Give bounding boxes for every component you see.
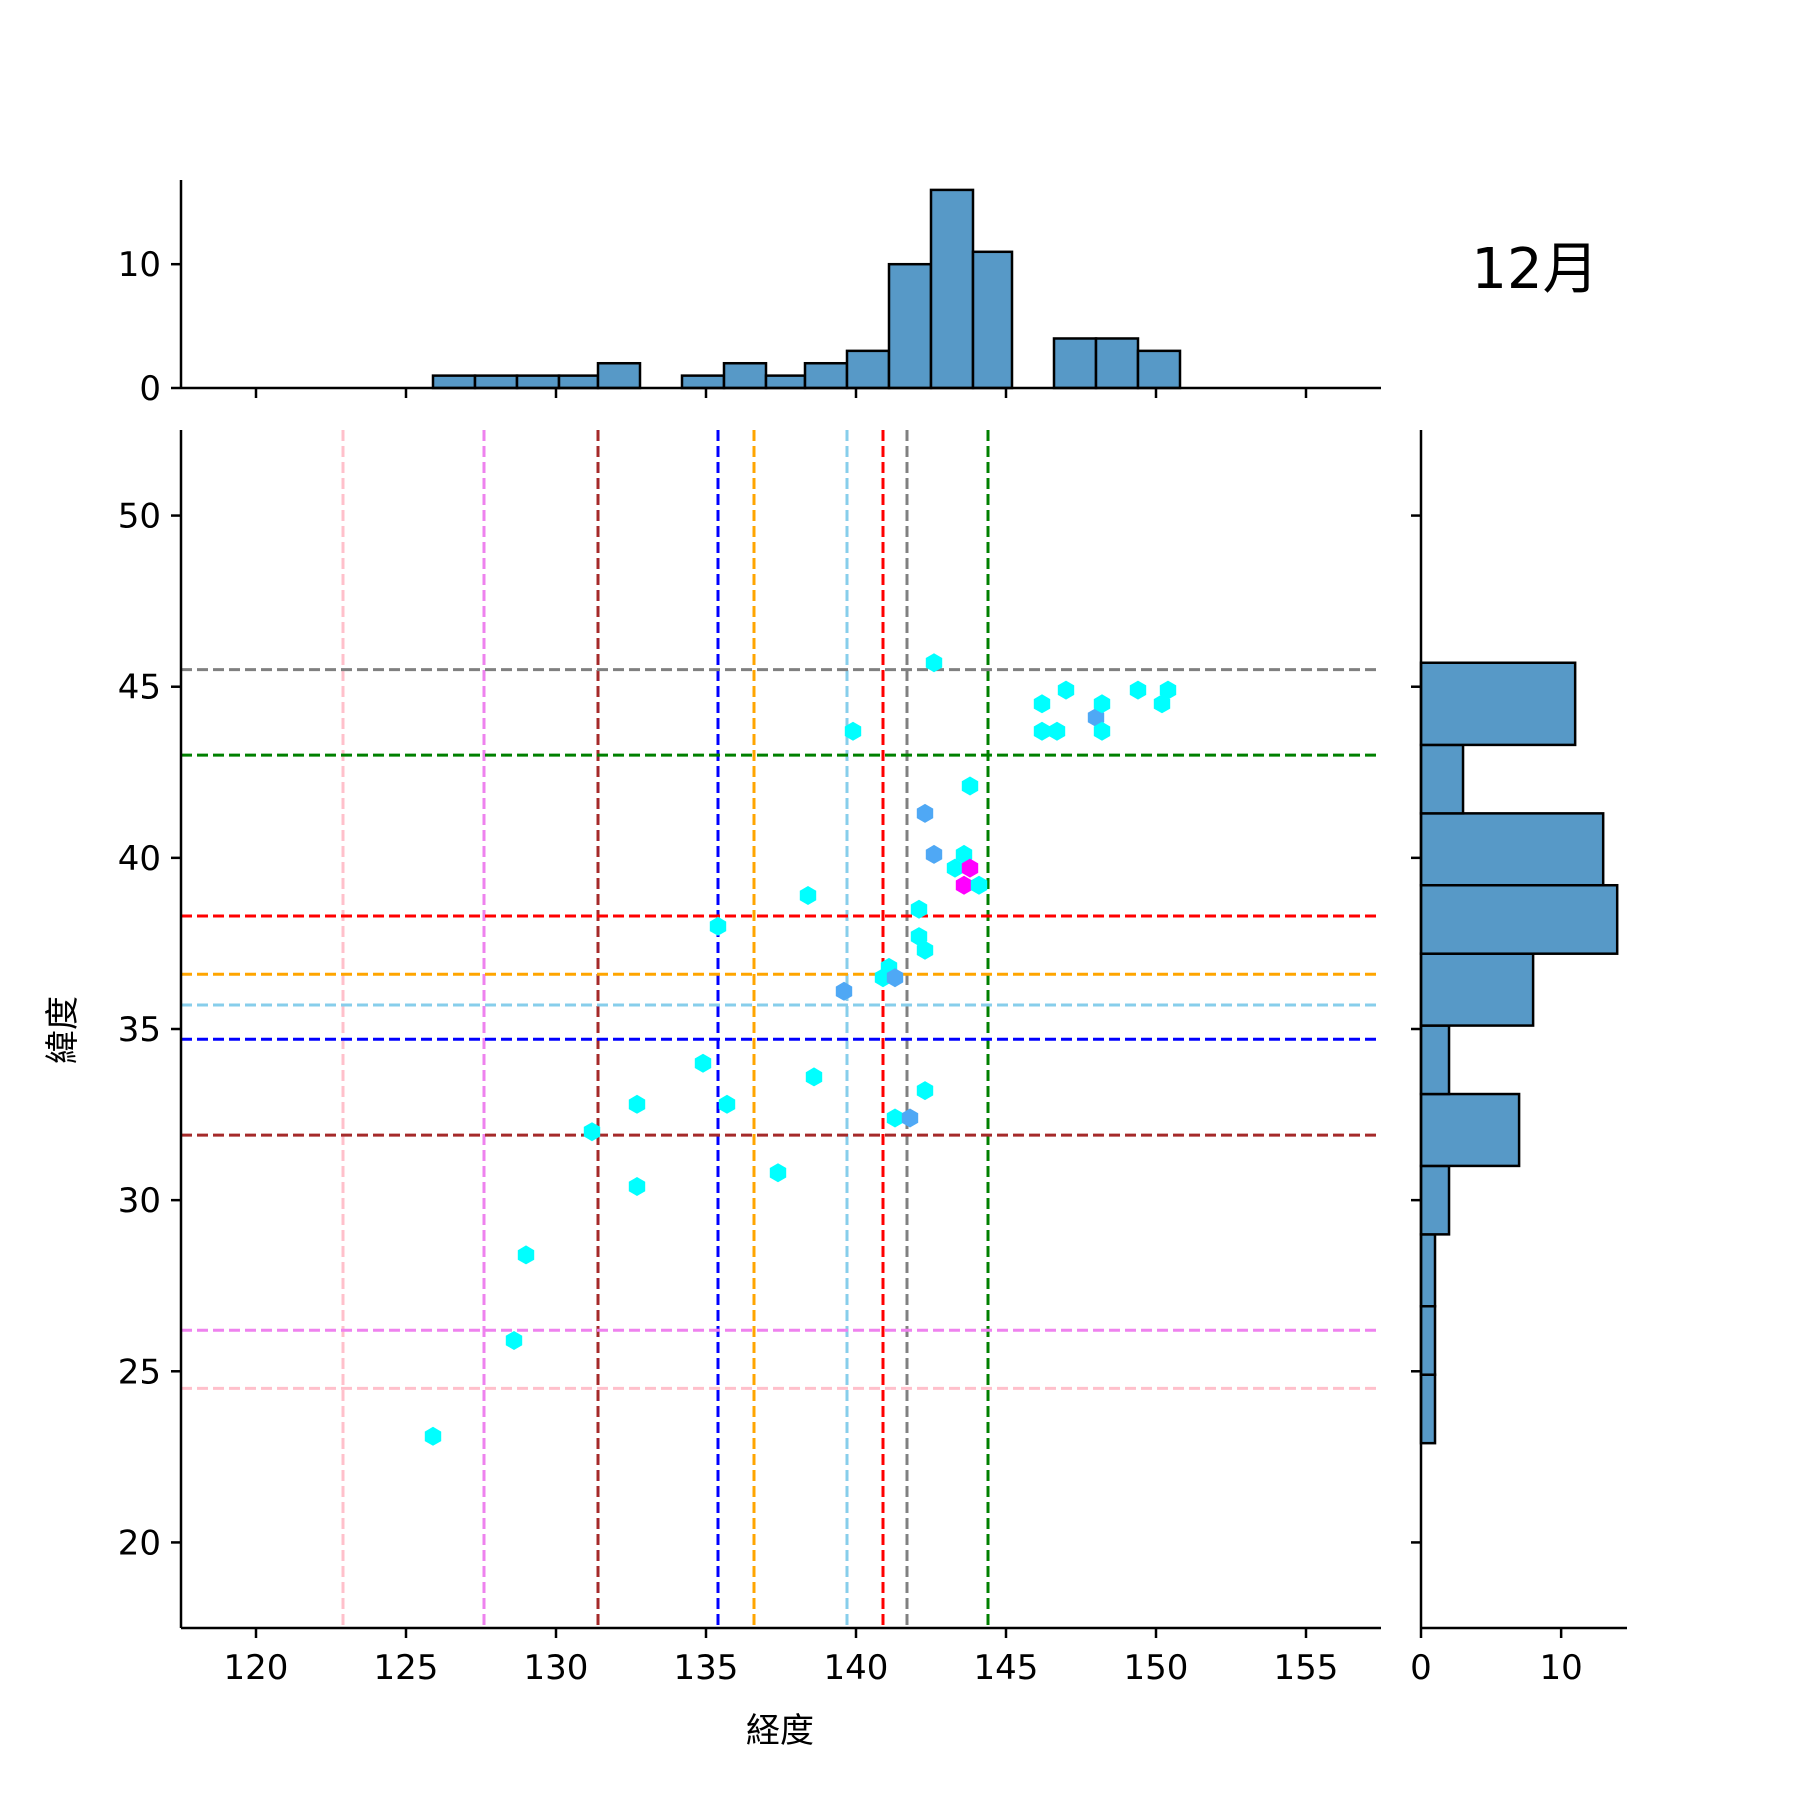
y-tick-label: 30 (118, 1181, 161, 1221)
hexbin-point (1093, 721, 1111, 741)
x-tick-label: 140 (824, 1648, 889, 1688)
hexbin-point (718, 1094, 736, 1114)
right-hist-bar (1419, 661, 1577, 747)
top-hist-bar (764, 374, 807, 390)
top-hist-bar (845, 349, 891, 390)
hexbin-point (916, 940, 934, 960)
hexbin-point (1057, 680, 1075, 700)
x-tick-label: 120 (224, 1648, 289, 1688)
hexbin-point (1048, 721, 1066, 741)
x-tick-label: 135 (674, 1648, 739, 1688)
x-tick-label: 150 (1124, 1648, 1189, 1688)
hexbin-point (1087, 708, 1105, 727)
right-hist-bar (1419, 883, 1619, 955)
y-tick-label: 25 (118, 1352, 161, 1392)
hexbin-point (925, 653, 943, 673)
right-hist-bar (1419, 1305, 1437, 1376)
hexbin-point (424, 1426, 442, 1446)
hexbin-point (1033, 721, 1051, 741)
hexbin-point (955, 875, 973, 895)
top-hist-bar (596, 361, 642, 390)
hexbin-point (910, 899, 928, 919)
hexbin-point (910, 927, 928, 947)
hexbin-point (1093, 694, 1111, 714)
hexbin-point (517, 1245, 535, 1265)
top-hist-y-tick-label: 0 (139, 369, 161, 409)
y-tick-label: 35 (118, 1010, 161, 1050)
hexbin-point (970, 875, 988, 895)
top-hist-bar (431, 374, 477, 390)
hexbin-point (835, 981, 853, 1001)
right-histogram: 0 10 (1410, 430, 1627, 1688)
x-tick-label: 145 (974, 1648, 1039, 1688)
hexbin-point (628, 1094, 646, 1114)
y-tick-label: 45 (118, 668, 161, 708)
top-hist-bar (722, 361, 768, 390)
top-hist-bar (1136, 349, 1182, 390)
top-hist-bar (557, 374, 600, 390)
hexbin-point (961, 858, 979, 878)
chart-title: 12月 (1471, 237, 1598, 302)
right-hist-bar (1419, 743, 1465, 815)
hexbin-point (1129, 680, 1147, 700)
right-hist-x-tick-label: 10 (1540, 1648, 1583, 1688)
hexbin-point (1153, 694, 1171, 714)
hexbin-point (946, 858, 964, 878)
x-axis-label: 経度 (746, 1711, 814, 1751)
hexbin-point (505, 1331, 523, 1350)
y-tick-label: 50 (118, 497, 161, 537)
top-hist-bar (515, 374, 561, 390)
hexbin-point (886, 968, 904, 988)
hexbin-point (916, 803, 934, 823)
top-hist-bar (887, 262, 933, 390)
top-hist-y-tick-label: 10 (118, 245, 161, 285)
top-hist-bar (1052, 337, 1098, 390)
y-axis-label: 緯度 (43, 996, 83, 1064)
right-hist-bar (1419, 1373, 1437, 1445)
top-histogram: 0 10 (118, 180, 1381, 409)
hexbin-point (1033, 694, 1051, 714)
top-hist-bar (680, 374, 726, 390)
x-tick-label: 155 (1274, 1648, 1339, 1688)
top-hist-bar (1094, 337, 1140, 390)
hexbin-point (955, 844, 973, 864)
hexbin-point (886, 1108, 904, 1128)
hexbin-point (844, 721, 862, 741)
hexbin-point (961, 776, 979, 796)
hexbin-point (805, 1067, 823, 1087)
hexbin-point (709, 916, 727, 936)
right-hist-bar (1419, 1024, 1451, 1096)
hexbin-point (628, 1177, 646, 1196)
hexbin-point (583, 1122, 601, 1142)
hexbin-point (769, 1163, 787, 1183)
x-tick-label: 130 (524, 1648, 589, 1688)
main-scatter-plot: 120 125 130 135 140 145 150 155 20 25 30 35 40 45 50 (118, 430, 1381, 1688)
right-hist-bar (1419, 1233, 1437, 1308)
y-tick-label: 40 (118, 839, 161, 879)
hexbin-point (799, 886, 817, 905)
right-hist-x-tick-label: 0 (1410, 1648, 1432, 1688)
right-hist-bar (1419, 1092, 1521, 1168)
right-hist-bar (1419, 812, 1605, 887)
right-hist-bar (1419, 952, 1535, 1027)
hexbin-point (925, 844, 943, 864)
top-hist-bar (803, 361, 849, 390)
hexbin-point (901, 1108, 919, 1128)
hexbin-point (694, 1053, 712, 1073)
hexbin-point (1159, 680, 1177, 700)
right-hist-bar (1419, 1164, 1451, 1236)
y-tick-label: 20 (118, 1523, 161, 1563)
top-hist-bar (971, 250, 1014, 390)
top-hist-bar (929, 188, 975, 390)
hexbin-point (916, 1081, 934, 1101)
x-tick-label: 125 (374, 1648, 439, 1688)
top-hist-bar (473, 374, 519, 390)
